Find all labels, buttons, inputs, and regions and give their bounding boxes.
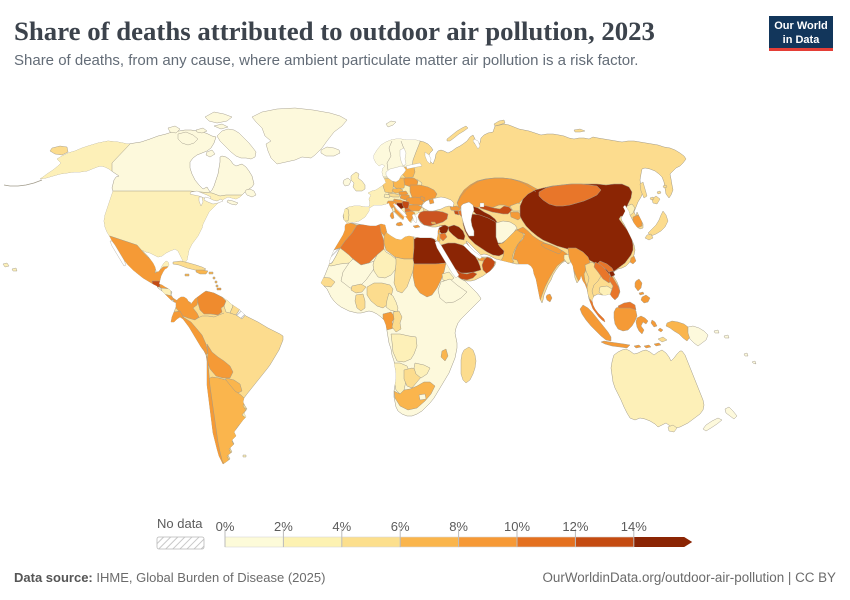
svg-text:10%: 10%: [504, 519, 530, 534]
svg-text:14%: 14%: [621, 519, 647, 534]
svg-text:6%: 6%: [391, 519, 410, 534]
svg-text:4%: 4%: [332, 519, 351, 534]
svg-text:0%: 0%: [216, 519, 235, 534]
svg-text:8%: 8%: [449, 519, 468, 534]
svg-text:2%: 2%: [274, 519, 293, 534]
svg-text:12%: 12%: [562, 519, 588, 534]
